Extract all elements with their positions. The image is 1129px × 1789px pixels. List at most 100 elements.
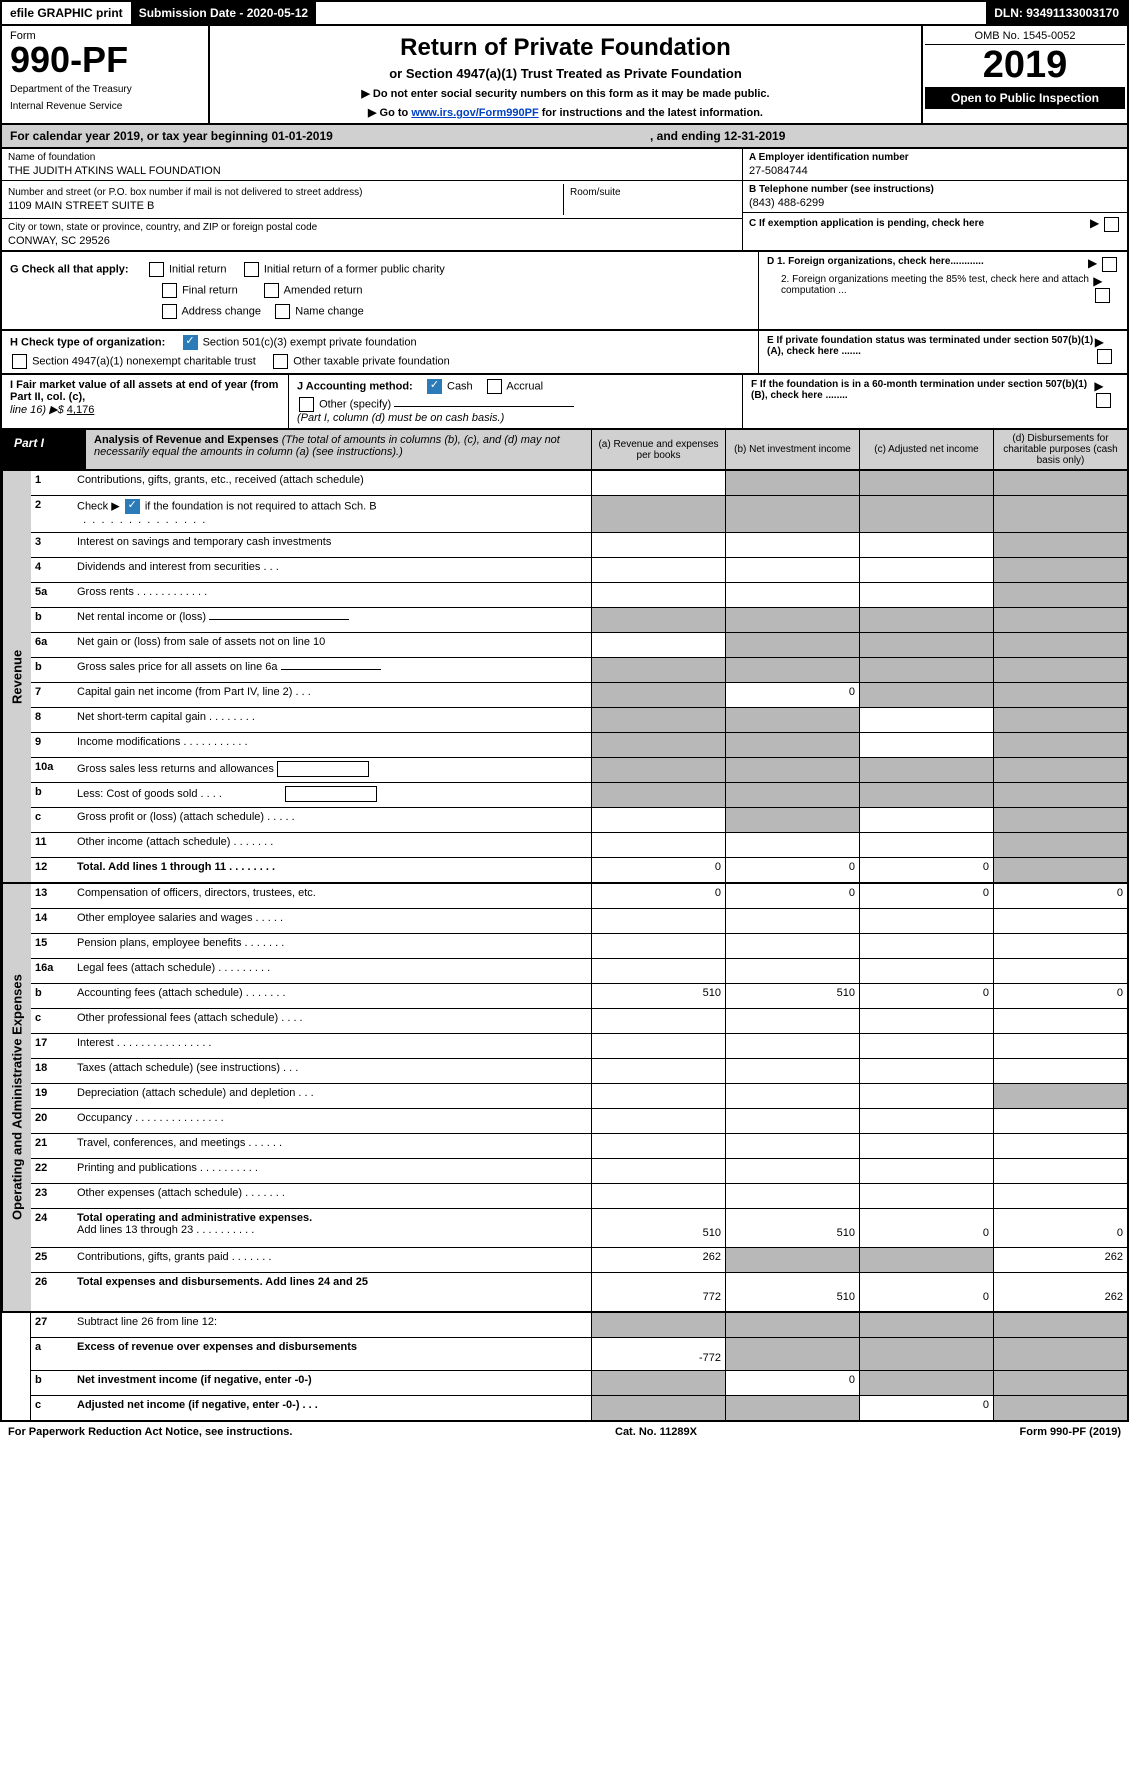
- form-subtitle: or Section 4947(a)(1) Trust Treated as P…: [220, 66, 911, 81]
- h-other-checkbox[interactable]: [273, 354, 288, 369]
- j-cash: Cash: [447, 380, 473, 392]
- table-row: 15Pension plans, employee benefits . . .…: [31, 934, 1127, 959]
- col-b: 510: [725, 984, 859, 1008]
- col-d: [993, 858, 1127, 882]
- col-b: [725, 1184, 859, 1208]
- ijf-row: I Fair market value of all assets at end…: [0, 375, 1129, 430]
- schb-checkbox[interactable]: ✓: [125, 499, 140, 514]
- col-d: 262: [993, 1273, 1127, 1311]
- d1-checkbox[interactable]: [1102, 257, 1117, 272]
- g-initial-return-checkbox[interactable]: [149, 262, 164, 277]
- line-num: a: [31, 1338, 73, 1370]
- g-opt-3: Amended return: [284, 284, 363, 296]
- line10b-text: Less: Cost of goods sold . . . .: [77, 788, 222, 800]
- note-ssn: ▶ Do not enter social security numbers o…: [220, 87, 911, 100]
- g-opt-0: Initial return: [169, 263, 226, 275]
- e-checkbox[interactable]: [1097, 349, 1112, 364]
- line-num: 3: [31, 533, 73, 557]
- col-a: [591, 683, 725, 707]
- col-a: 0: [591, 858, 725, 882]
- table-row: bLess: Cost of goods sold . . . .: [31, 783, 1127, 808]
- col-a: [591, 583, 725, 607]
- line-num: 13: [31, 884, 73, 908]
- col-a: [591, 608, 725, 632]
- col-c: 0: [859, 884, 993, 908]
- form-title: Return of Private Foundation: [220, 34, 911, 62]
- line-num: b: [31, 658, 73, 682]
- line27-rows: 27Subtract line 26 from line 12: aExcess…: [31, 1313, 1127, 1420]
- line-desc: Gross rents . . . . . . . . . . . .: [73, 583, 591, 607]
- col-c: [859, 583, 993, 607]
- col-b: [725, 1059, 859, 1083]
- line-num: 8: [31, 708, 73, 732]
- h-4947-checkbox[interactable]: [12, 354, 27, 369]
- j-accrual-checkbox[interactable]: [487, 379, 502, 394]
- line-desc: Legal fees (attach schedule) . . . . . .…: [73, 959, 591, 983]
- col-b: [725, 558, 859, 582]
- col-a: [591, 1109, 725, 1133]
- foundation-name-cell: Name of foundation THE JUDITH ATKINS WAL…: [2, 149, 742, 181]
- irs-link[interactable]: www.irs.gov/Form990PF: [411, 107, 538, 119]
- blank-side: [2, 1313, 31, 1420]
- col-a: [591, 1059, 725, 1083]
- col-a: [591, 633, 725, 657]
- table-row: 7Capital gain net income (from Part IV, …: [31, 683, 1127, 708]
- line-desc: Excess of revenue over expenses and disb…: [73, 1338, 591, 1370]
- line-desc: Less: Cost of goods sold . . . .: [73, 783, 591, 807]
- line-desc: Adjusted net income (if negative, enter …: [73, 1396, 591, 1420]
- col-d: [993, 708, 1127, 732]
- col-a: [591, 1134, 725, 1158]
- g-name-checkbox[interactable]: [275, 304, 290, 319]
- g-amended-checkbox[interactable]: [264, 283, 279, 298]
- line-desc: Net investment income (if negative, ente…: [73, 1371, 591, 1395]
- col-c: [859, 1313, 993, 1337]
- city-label: City or town, state or province, country…: [8, 222, 736, 233]
- col-b: 0: [725, 1371, 859, 1395]
- line-desc: Other professional fees (attach schedule…: [73, 1009, 591, 1033]
- part1-title-bold: Analysis of Revenue and Expenses: [94, 434, 279, 446]
- c-checkbox[interactable]: [1104, 217, 1119, 232]
- top-bar: efile GRAPHIC print Submission Date - 20…: [0, 0, 1129, 26]
- line-desc: Pension plans, employee benefits . . . .…: [73, 934, 591, 958]
- line-num: 21: [31, 1134, 73, 1158]
- city-value: CONWAY, SC 29526: [8, 235, 736, 247]
- line-desc: Net gain or (loss) from sale of assets n…: [73, 633, 591, 657]
- g-initial-former-checkbox[interactable]: [244, 262, 259, 277]
- note-goto: ▶ Go to www.irs.gov/Form990PF for instru…: [220, 106, 911, 119]
- checks-gh-row: G Check all that apply: Initial return I…: [0, 252, 1129, 331]
- ein-value: 27-5084744: [749, 165, 1121, 177]
- header-center: Return of Private Foundation or Section …: [210, 26, 921, 123]
- col-c: [859, 1009, 993, 1033]
- revenue-side-label: Revenue: [2, 471, 31, 882]
- col-a: [591, 959, 725, 983]
- col-a: 510: [591, 1209, 725, 1247]
- line-desc: Travel, conferences, and meetings . . . …: [73, 1134, 591, 1158]
- form-number: 990-PF: [10, 42, 200, 78]
- line-num: 23: [31, 1184, 73, 1208]
- line-desc: Other income (attach schedule) . . . . .…: [73, 833, 591, 857]
- g-final-checkbox[interactable]: [162, 283, 177, 298]
- col-b: 0: [725, 683, 859, 707]
- g-address-checkbox[interactable]: [162, 304, 177, 319]
- part1-label: Part I: [2, 430, 86, 469]
- line24-bold: Total operating and administrative expen…: [77, 1212, 312, 1224]
- j-cash-checkbox[interactable]: ✓: [427, 379, 442, 394]
- line-desc: Accounting fees (attach schedule) . . . …: [73, 984, 591, 1008]
- line10a-text: Gross sales less returns and allowances: [77, 763, 274, 775]
- table-row: bNet investment income (if negative, ent…: [31, 1371, 1127, 1396]
- d2-checkbox[interactable]: [1095, 288, 1110, 303]
- col-b: 0: [725, 858, 859, 882]
- f-checkbox[interactable]: [1096, 393, 1111, 408]
- h-501c3-checkbox[interactable]: ✓: [183, 335, 198, 350]
- col-b: [725, 658, 859, 682]
- col-d-header: (d) Disbursements for charitable purpose…: [993, 430, 1127, 469]
- col-b: [725, 1248, 859, 1272]
- phone-cell: B Telephone number (see instructions) (8…: [743, 181, 1127, 213]
- j-other-checkbox[interactable]: [299, 397, 314, 412]
- line12-text: Total. Add lines 1 through 11 . . . . . …: [77, 861, 275, 873]
- form-header: Form 990-PF Department of the Treasury I…: [0, 26, 1129, 125]
- col-d: [993, 1009, 1127, 1033]
- header-right: OMB No. 1545-0052 2019 Open to Public In…: [921, 26, 1127, 123]
- h-opt2: Section 4947(a)(1) nonexempt charitable …: [32, 355, 256, 367]
- name-label: Name of foundation: [8, 152, 736, 163]
